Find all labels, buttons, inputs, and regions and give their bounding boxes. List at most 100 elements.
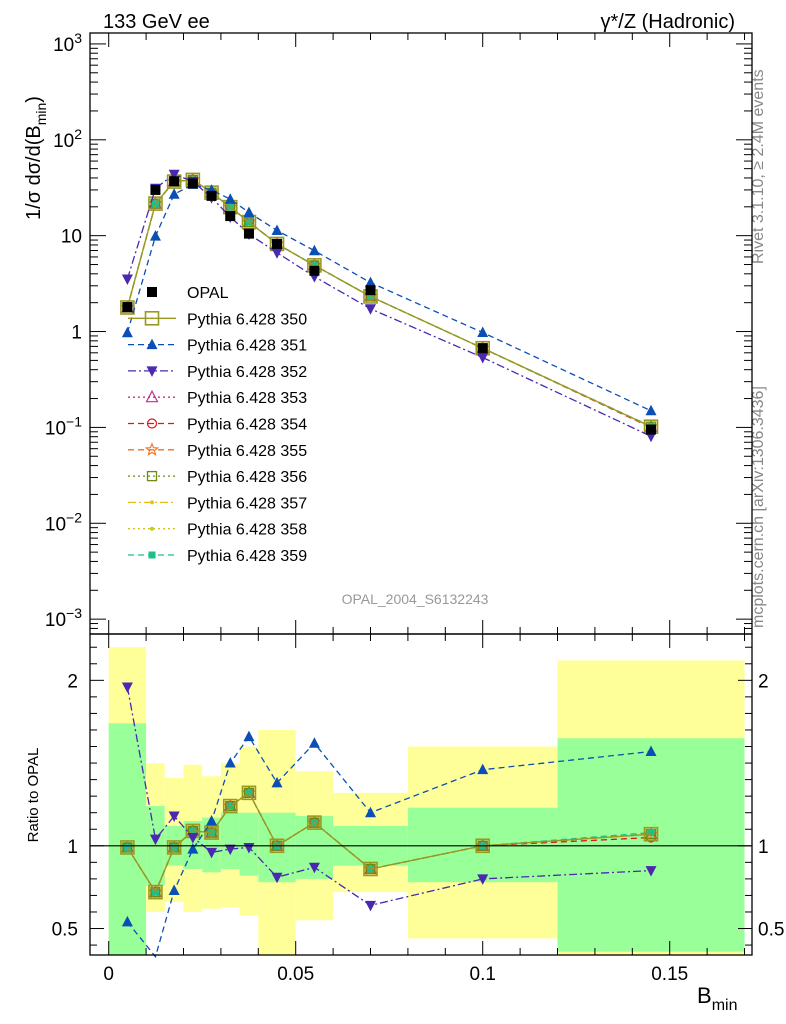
- main-point: [121, 274, 133, 286]
- legend-marker: [146, 338, 158, 350]
- x-axis-label: Bmin: [697, 983, 737, 1014]
- legend-label: Pythia 6.428 359: [187, 548, 307, 565]
- main-y-tick-label: 10: [61, 227, 82, 248]
- legend-label: Pythia 6.428 356: [187, 469, 307, 486]
- main-plot-layer: [120, 169, 659, 443]
- ratio-point: [243, 787, 255, 798]
- ratio-point: [206, 847, 218, 859]
- side-mcplots-label: mcplots.cern.ch [arXiv:1306.3436]: [750, 386, 767, 628]
- main-point: [645, 404, 657, 416]
- ratio-line-351: [126, 735, 652, 959]
- ratio-point: [271, 776, 283, 788]
- header-right-label: γ*/Z (Hadronic): [601, 11, 735, 33]
- ratio-y-tick-label-left: 1: [67, 837, 78, 858]
- ratio-point: [243, 730, 255, 742]
- main-y-tick-label: 1: [71, 323, 82, 344]
- legend-entry-6: Pythia 6.428 355: [128, 442, 307, 460]
- ratio-y-tick-label-left: 2: [67, 671, 78, 692]
- legend-entry-10: Pythia 6.428 359: [128, 548, 307, 565]
- main-point: [477, 326, 489, 337]
- legend-entry-5: Pythia 6.428 354: [128, 417, 307, 434]
- ratio-plot-layer: [90, 682, 752, 959]
- main-y-tick-label: 10−1: [45, 413, 82, 439]
- legend-marker: [148, 551, 156, 559]
- data-point: [243, 228, 254, 239]
- ratio-point: [222, 798, 238, 814]
- ratio-series-352: [121, 682, 657, 912]
- analysis-watermark: OPAL_2004_S6132243: [342, 591, 489, 607]
- ratio-line-350: [126, 791, 652, 894]
- data-point: [150, 184, 161, 195]
- x-tick-label: 0.1: [470, 964, 496, 985]
- legend-entry-3: Pythia 6.428 352: [128, 364, 307, 381]
- main-point: [121, 326, 133, 338]
- ratio-point: [365, 900, 377, 912]
- ratio-point: [204, 825, 219, 840]
- ratio-point: [149, 834, 161, 846]
- main-point: [120, 300, 135, 315]
- legend-marker: [150, 526, 154, 531]
- ratio-point: [308, 862, 320, 874]
- legend-marker: [144, 310, 160, 326]
- legend-label: Pythia 6.428 350: [187, 311, 307, 328]
- ratio-point: [365, 863, 376, 875]
- main-point: [243, 216, 255, 228]
- ratio-frame: [89, 633, 753, 956]
- legend-entry-8: Pythia 6.428 357: [128, 495, 307, 512]
- ratio-point: [187, 843, 199, 854]
- legend-label: Pythia 6.428 357: [187, 495, 307, 512]
- green-band-bin-5: [220, 812, 240, 869]
- x-tick-label: 0.15: [651, 964, 688, 985]
- data-point: [187, 178, 198, 189]
- ratio-point: [150, 886, 161, 898]
- legend-label: Pythia 6.428 351: [187, 338, 307, 355]
- legend-entry-4: Pythia 6.428 353: [128, 389, 307, 407]
- legend-marker: [144, 442, 160, 456]
- legend-label: Pythia 6.428 355: [187, 443, 307, 460]
- main-y-tick-label: 103: [53, 30, 82, 56]
- ratio-point: [645, 745, 657, 756]
- legend-label: Pythia 6.428 353: [187, 390, 307, 407]
- ratio-y-tick-label-left: 0.5: [52, 920, 78, 941]
- ratio-series-351: [121, 730, 657, 959]
- side-rivet-label: Rivet 3.1.10, ≥ 2.4M events: [750, 69, 767, 264]
- legend-entry-2: Pythia 6.428 351: [128, 338, 307, 355]
- data-point: [309, 265, 320, 276]
- legend-marker: [145, 389, 159, 403]
- header-left-label: 133 GeV ee: [103, 11, 210, 33]
- ratio-point: [120, 840, 135, 855]
- data-point: [225, 211, 236, 222]
- main-line-351: [126, 183, 652, 412]
- ratio-y-tick-label-right: 2: [758, 671, 769, 692]
- legend-entry-0: OPAL: [147, 285, 229, 302]
- data-point: [646, 424, 657, 435]
- legend: OPAL Pythia 6.428 350 Pythia 6.428 351 Pyth…: [128, 285, 307, 565]
- ratio-point: [308, 737, 320, 748]
- legend-label: Pythia 6.428 354: [187, 417, 307, 434]
- legend-label: Pythia 6.428 352: [187, 364, 307, 381]
- ratio-point: [643, 826, 659, 842]
- data-point: [169, 176, 180, 187]
- main-point: [365, 304, 377, 315]
- ratio-point: [309, 817, 320, 828]
- x-tick-label: 0: [103, 964, 114, 985]
- main-point: [365, 276, 377, 288]
- ratio-point: [477, 763, 489, 775]
- ratio-point: [365, 806, 377, 818]
- main-y-axis-label: 1/σ dσ/d(Bmin): [23, 96, 49, 220]
- ratio-point: [168, 811, 180, 823]
- main-point: [271, 224, 283, 236]
- main-point: [308, 244, 320, 256]
- main-point: [243, 206, 255, 218]
- ratio-point: [148, 884, 163, 900]
- ratio-y-tick-label-right: 1: [758, 837, 769, 858]
- data-point: [122, 302, 133, 313]
- main-point: [477, 353, 489, 364]
- ratio-point: [168, 884, 180, 895]
- main-y-tick-label: 102: [53, 126, 82, 152]
- legend-marker: [147, 287, 157, 297]
- ratio-point: [206, 814, 218, 826]
- legend-label: OPAL: [187, 285, 229, 302]
